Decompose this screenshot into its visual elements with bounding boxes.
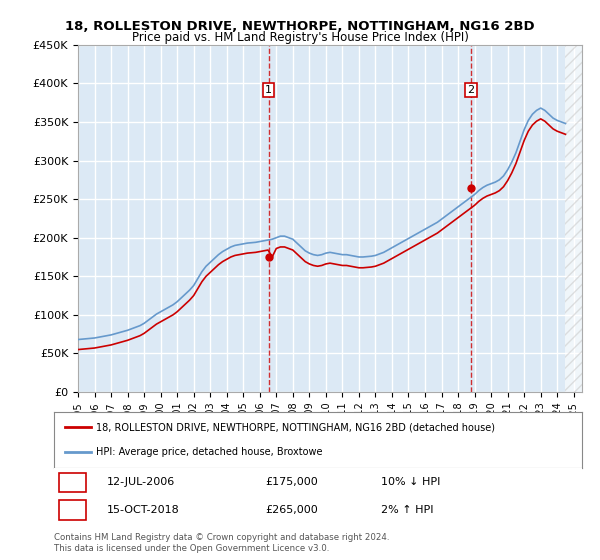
Text: 2: 2 xyxy=(467,85,475,95)
Text: 10% ↓ HPI: 10% ↓ HPI xyxy=(382,477,441,487)
FancyBboxPatch shape xyxy=(59,473,86,492)
Text: Contains HM Land Registry data © Crown copyright and database right 2024.
This d: Contains HM Land Registry data © Crown c… xyxy=(54,533,389,553)
Text: £265,000: £265,000 xyxy=(265,505,318,515)
Text: £175,000: £175,000 xyxy=(265,477,318,487)
Text: 18, ROLLESTON DRIVE, NEWTHORPE, NOTTINGHAM, NG16 2BD: 18, ROLLESTON DRIVE, NEWTHORPE, NOTTINGH… xyxy=(65,20,535,32)
Text: 15-OCT-2018: 15-OCT-2018 xyxy=(107,505,179,515)
Text: HPI: Average price, detached house, Broxtowe: HPI: Average price, detached house, Brox… xyxy=(96,447,323,457)
FancyBboxPatch shape xyxy=(263,83,274,97)
Text: 2: 2 xyxy=(69,505,76,515)
Text: 18, ROLLESTON DRIVE, NEWTHORPE, NOTTINGHAM, NG16 2BD (detached house): 18, ROLLESTON DRIVE, NEWTHORPE, NOTTINGH… xyxy=(96,422,495,432)
Text: 2% ↑ HPI: 2% ↑ HPI xyxy=(382,505,434,515)
Text: 1: 1 xyxy=(69,477,76,487)
Text: 1: 1 xyxy=(265,85,272,95)
Text: Price paid vs. HM Land Registry's House Price Index (HPI): Price paid vs. HM Land Registry's House … xyxy=(131,31,469,44)
FancyBboxPatch shape xyxy=(59,500,86,520)
FancyBboxPatch shape xyxy=(466,83,477,97)
Text: 12-JUL-2006: 12-JUL-2006 xyxy=(107,477,175,487)
